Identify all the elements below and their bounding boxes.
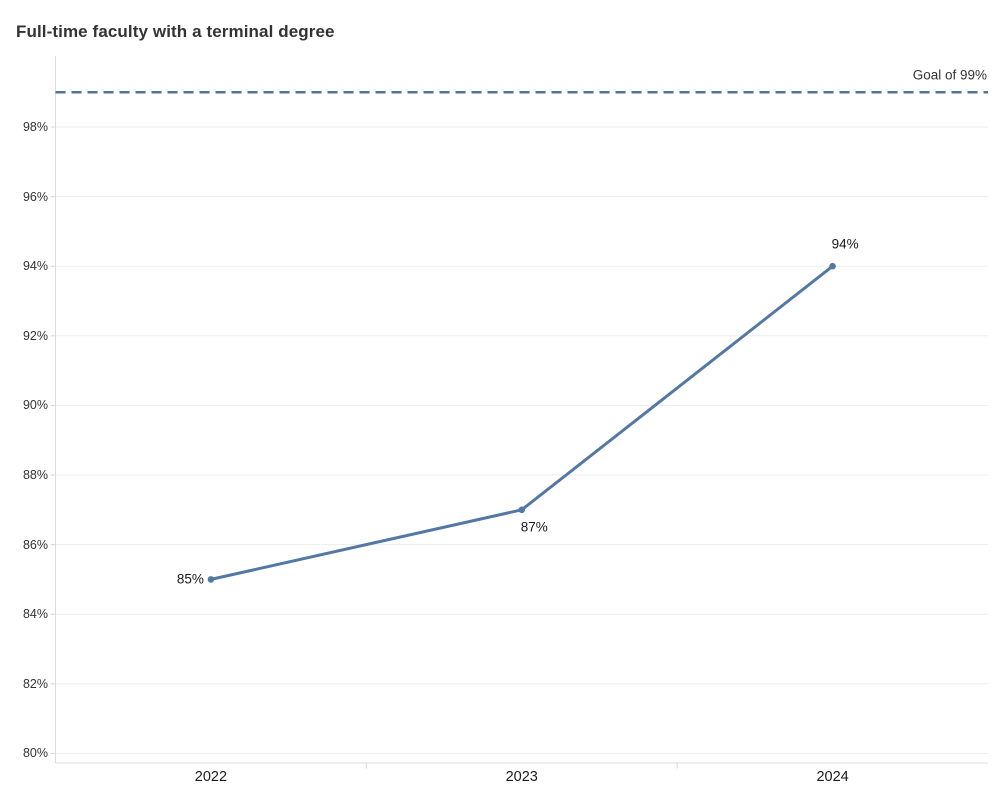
y-tick-label-82: 82%	[22, 676, 48, 691]
y-tick-label-92: 92%	[22, 328, 48, 343]
data-point-2022[interactable]	[207, 576, 215, 583]
y-tick-label-80: 80%	[22, 746, 48, 761]
point-label-2024: 94%	[831, 236, 859, 252]
y-tick-label-98: 98%	[22, 120, 48, 134]
goal-label: Goal of 99%	[912, 67, 987, 83]
y-tick-label-94: 94%	[22, 259, 48, 274]
x-tick-label-2022: 2022	[194, 769, 228, 785]
data-point-2024[interactable]	[829, 262, 836, 270]
point-label-2022: 85%	[176, 571, 204, 587]
y-tick-label-96: 96%	[22, 189, 48, 204]
y-tick-label-88: 88%	[22, 468, 48, 482]
x-tick-label-2024: 2024	[816, 769, 849, 785]
point-label-2023: 87%	[520, 519, 548, 535]
x-tick-label-2023: 2023	[505, 769, 538, 785]
y-tick-label-84: 84%	[22, 607, 48, 622]
y-tick-label-90: 90%	[22, 398, 48, 413]
chart-title: Full-time faculty with a terminal degree	[16, 22, 335, 41]
data-point-2023[interactable]	[518, 506, 526, 514]
y-tick-label-86: 86%	[22, 537, 48, 552]
